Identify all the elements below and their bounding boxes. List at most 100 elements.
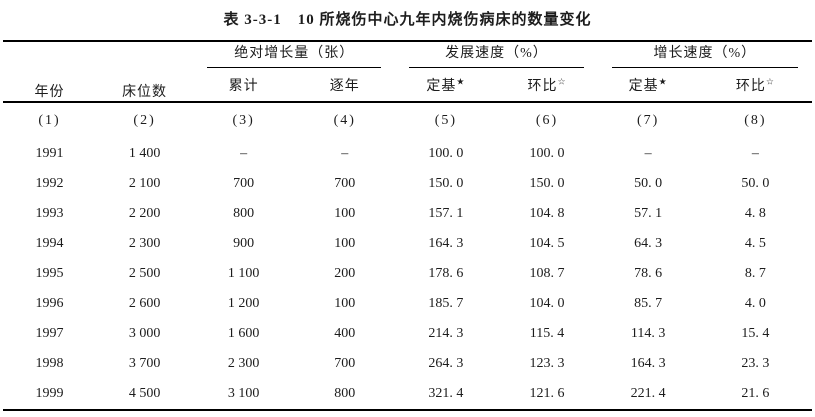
- cell-cumulative-growth: 1 600: [227, 326, 260, 341]
- table-number-label: 表 3-3-1: [223, 12, 282, 28]
- cell-year: 1991: [35, 146, 64, 161]
- header-cumulative: 累计: [193, 68, 295, 103]
- cell-dev-speed-fixed: 157. 1: [428, 206, 464, 221]
- cell-cumulative-growth: –: [240, 146, 248, 161]
- cell-dev-speed-chain: 115. 4: [529, 326, 565, 341]
- cell-growth-speed-chain: 23. 3: [741, 356, 770, 371]
- cell-beds: 2 300: [128, 236, 161, 251]
- table-row: 1994 2 300 900 100 164. 3 104. 5 64. 3 4…: [3, 229, 812, 259]
- cell-dev-speed-fixed: 100. 0: [428, 146, 464, 161]
- cell-dev-speed-chain: 108. 7: [529, 266, 565, 281]
- cell-cumulative-growth: 800: [233, 206, 255, 221]
- cell-year: 1992: [35, 176, 64, 191]
- column-number: (5): [434, 113, 458, 128]
- hollow-star-icon: ☆: [557, 75, 567, 86]
- column-number-row: (1) (2) (3) (4) (5) (6) (7) (8): [3, 102, 812, 139]
- hollow-star-icon: ☆: [765, 75, 775, 86]
- table-row: 1991 1 400 – – 100. 0 100. 0 – –: [3, 139, 812, 169]
- cell-beds: 2 200: [128, 206, 161, 221]
- cell-growth-speed-fixed: 164. 3: [630, 356, 666, 371]
- cell-growth-speed-chain: 4. 5: [744, 236, 766, 251]
- cell-growth-speed-chain: 50. 0: [741, 176, 770, 191]
- header-group-absolute-growth-label: 绝对增长量（张）: [207, 43, 382, 68]
- header-dev-chain-label: 环比: [527, 78, 558, 94]
- filled-star-icon: ★: [658, 75, 668, 86]
- cell-beds: 3 700: [128, 356, 161, 371]
- cell-year: 1994: [35, 236, 64, 251]
- cell-year: 1996: [35, 296, 64, 311]
- cell-beds: 1 400: [128, 146, 161, 161]
- table-row: 1995 2 500 1 100 200 178. 6 108. 7 78. 6…: [3, 259, 812, 289]
- cell-yearly-growth: 100: [334, 236, 356, 251]
- cell-growth-speed-fixed: 114. 3: [630, 326, 666, 341]
- header-group-development-speed: 发展速度（%）: [395, 41, 597, 68]
- cell-dev-speed-fixed: 321. 4: [428, 386, 464, 401]
- cell-cumulative-growth: 1 200: [227, 296, 260, 311]
- column-number: (4): [333, 113, 356, 128]
- column-number: (8): [744, 113, 767, 128]
- cell-yearly-growth: 700: [334, 356, 356, 371]
- cell-cumulative-growth: 1 100: [227, 266, 260, 281]
- cell-year: 1995: [35, 266, 64, 281]
- header-group-growth-speed-label: 增长速度（%）: [611, 43, 798, 68]
- cell-growth-speed-fixed: 78. 6: [634, 266, 663, 281]
- table-title-text: 10 所烧伤中心九年内烧伤病床的数量变化: [297, 12, 592, 28]
- header-group-development-speed-label: 发展速度（%）: [409, 43, 584, 68]
- cell-year: 1993: [35, 206, 64, 221]
- header-growth-chain-label: 环比: [735, 78, 766, 94]
- cell-beds: 4 500: [128, 386, 161, 401]
- header-group-growth-speed: 增长速度（%）: [598, 41, 812, 68]
- cell-beds: 2 100: [128, 176, 161, 191]
- cell-yearly-growth: 100: [334, 206, 356, 221]
- cell-growth-speed-fixed: 57. 1: [634, 206, 663, 221]
- filled-star-icon: ★: [456, 75, 466, 86]
- header-growth-fixed-base-label: 定基: [628, 78, 659, 94]
- header-growth-chain: 环比☆: [698, 68, 812, 103]
- cell-dev-speed-fixed: 178. 6: [428, 266, 464, 281]
- burn-beds-table: 年份 床位数 绝对增长量（张） 发展速度（%） 增长速度（%） 累计 逐年 定基…: [3, 40, 812, 411]
- cell-dev-speed-fixed: 164. 3: [428, 236, 464, 251]
- cell-dev-speed-fixed: 185. 7: [428, 296, 464, 311]
- cell-yearly-growth: 800: [334, 386, 356, 401]
- cell-dev-speed-chain: 100. 0: [529, 146, 565, 161]
- cell-dev-speed-chain: 123. 3: [529, 356, 565, 371]
- cell-growth-speed-fixed: 85. 7: [634, 296, 663, 311]
- cell-dev-speed-fixed: 214. 3: [428, 326, 464, 341]
- cell-yearly-growth: 100: [334, 296, 356, 311]
- cell-year: 1997: [35, 326, 64, 341]
- cell-dev-speed-chain: 104. 8: [529, 206, 565, 221]
- cell-yearly-growth: 400: [334, 326, 356, 341]
- cell-growth-speed-chain: 4. 0: [744, 296, 766, 311]
- cell-growth-speed-chain: 21. 6: [741, 386, 770, 401]
- header-dev-fixed-base-label: 定基: [426, 78, 457, 94]
- header-growth-fixed-base: 定基★: [597, 68, 699, 103]
- header-yearly: 逐年: [294, 68, 396, 103]
- cell-dev-speed-chain: 121. 6: [529, 386, 565, 401]
- cell-beds: 2 500: [128, 266, 161, 281]
- cell-growth-speed-fixed: 64. 3: [634, 236, 663, 251]
- cell-cumulative-growth: 900: [233, 236, 255, 251]
- cell-dev-speed-chain: 104. 5: [529, 236, 565, 251]
- cell-year: 1999: [35, 386, 64, 401]
- table-row: 1996 2 600 1 200 100 185. 7 104. 0 85. 7…: [3, 289, 812, 319]
- header-year: 年份: [3, 41, 97, 103]
- cell-dev-speed-fixed: 264. 3: [428, 356, 464, 371]
- header-group-absolute-growth: 绝对增长量（张）: [193, 41, 395, 68]
- table-body: (1) (2) (3) (4) (5) (6) (7) (8) 1991 1 4…: [3, 102, 812, 410]
- cell-year: 1998: [35, 356, 64, 371]
- cell-cumulative-growth: 700: [233, 176, 255, 191]
- cell-yearly-growth: –: [341, 146, 349, 161]
- cell-cumulative-growth: 2 300: [227, 356, 260, 371]
- cell-yearly-growth: 200: [334, 266, 356, 281]
- table-row: 1997 3 000 1 600 400 214. 3 115. 4 114. …: [3, 319, 812, 349]
- cell-cumulative-growth: 3 100: [227, 386, 260, 401]
- table-row: 1993 2 200 800 100 157. 1 104. 8 57. 1 4…: [3, 199, 812, 229]
- column-number: (3): [232, 113, 255, 128]
- header-sub-row: 累计 逐年 定基★ 环比☆ 定基★ 环比☆: [3, 68, 812, 103]
- cell-growth-speed-fixed: 221. 4: [630, 386, 666, 401]
- table-row: 1992 2 100 700 700 150. 0 150. 0 50. 0 5…: [3, 169, 812, 199]
- cell-yearly-growth: 700: [334, 176, 356, 191]
- cell-growth-speed-chain: 15. 4: [741, 326, 770, 341]
- cell-growth-speed-chain: 8. 7: [744, 266, 766, 281]
- table-row: 1999 4 500 3 100 800 321. 4 121. 6 221. …: [3, 379, 812, 410]
